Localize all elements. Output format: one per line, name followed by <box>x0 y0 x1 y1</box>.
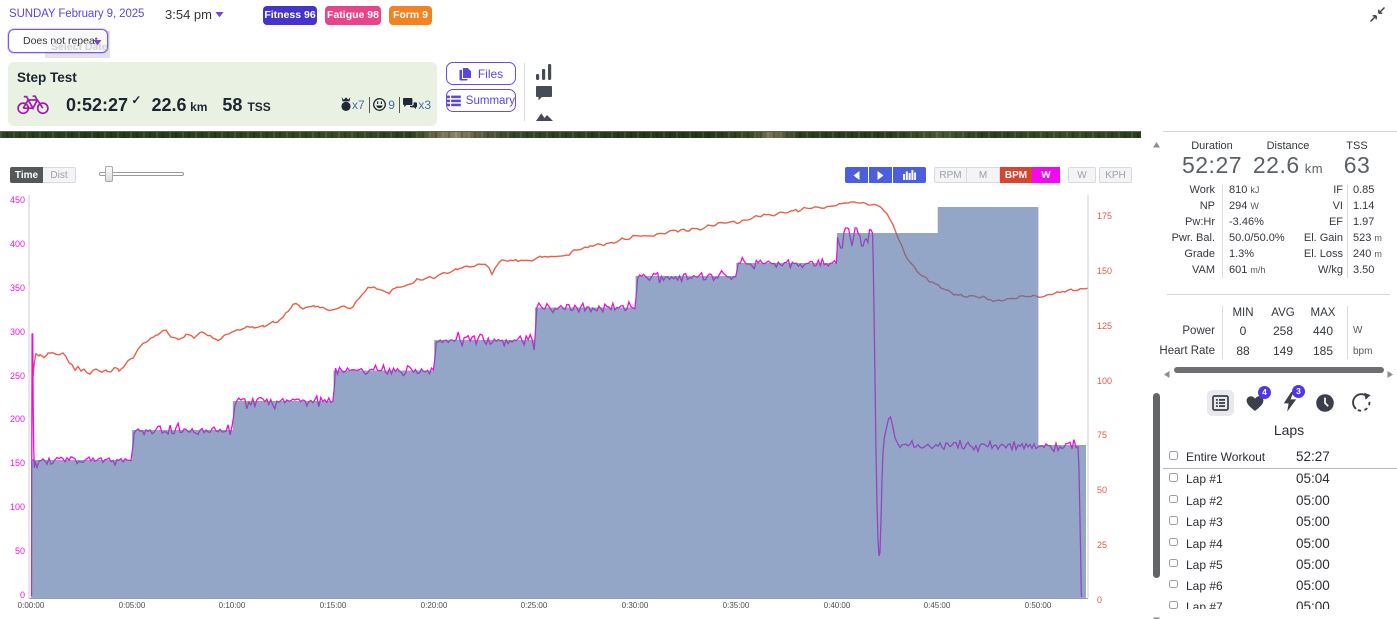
svg-text:100: 100 <box>1097 376 1112 386</box>
svg-text:0:30:00: 0:30:00 <box>622 601 649 610</box>
svg-text:175: 175 <box>1097 211 1112 221</box>
svg-text:250: 250 <box>10 371 25 381</box>
svg-text:150: 150 <box>1097 266 1112 276</box>
svg-text:25: 25 <box>1097 540 1107 550</box>
svg-text:400: 400 <box>10 239 25 249</box>
svg-text:0:45:00: 0:45:00 <box>924 601 951 610</box>
svg-text:300: 300 <box>10 327 25 337</box>
svg-text:75: 75 <box>1097 430 1107 440</box>
svg-text:0:20:00: 0:20:00 <box>421 601 448 610</box>
svg-text:0:50:00: 0:50:00 <box>1025 601 1052 610</box>
svg-text:450: 450 <box>10 195 25 205</box>
svg-text:0: 0 <box>1097 595 1102 605</box>
svg-text:0: 0 <box>20 590 25 600</box>
svg-text:0:05:00: 0:05:00 <box>119 601 146 610</box>
svg-text:50: 50 <box>1097 485 1107 495</box>
svg-text:0:35:00: 0:35:00 <box>723 601 750 610</box>
svg-text:50: 50 <box>15 546 25 556</box>
svg-text:0:00:00: 0:00:00 <box>18 601 45 610</box>
svg-text:0:40:00: 0:40:00 <box>824 601 851 610</box>
svg-text:350: 350 <box>10 283 25 293</box>
svg-text:0:25:00: 0:25:00 <box>521 601 548 610</box>
svg-text:125: 125 <box>1097 321 1112 331</box>
svg-text:0:10:00: 0:10:00 <box>219 601 246 610</box>
svg-text:200: 200 <box>10 414 25 424</box>
svg-text:150: 150 <box>10 458 25 468</box>
svg-text:0:15:00: 0:15:00 <box>320 601 347 610</box>
svg-text:100: 100 <box>10 502 25 512</box>
